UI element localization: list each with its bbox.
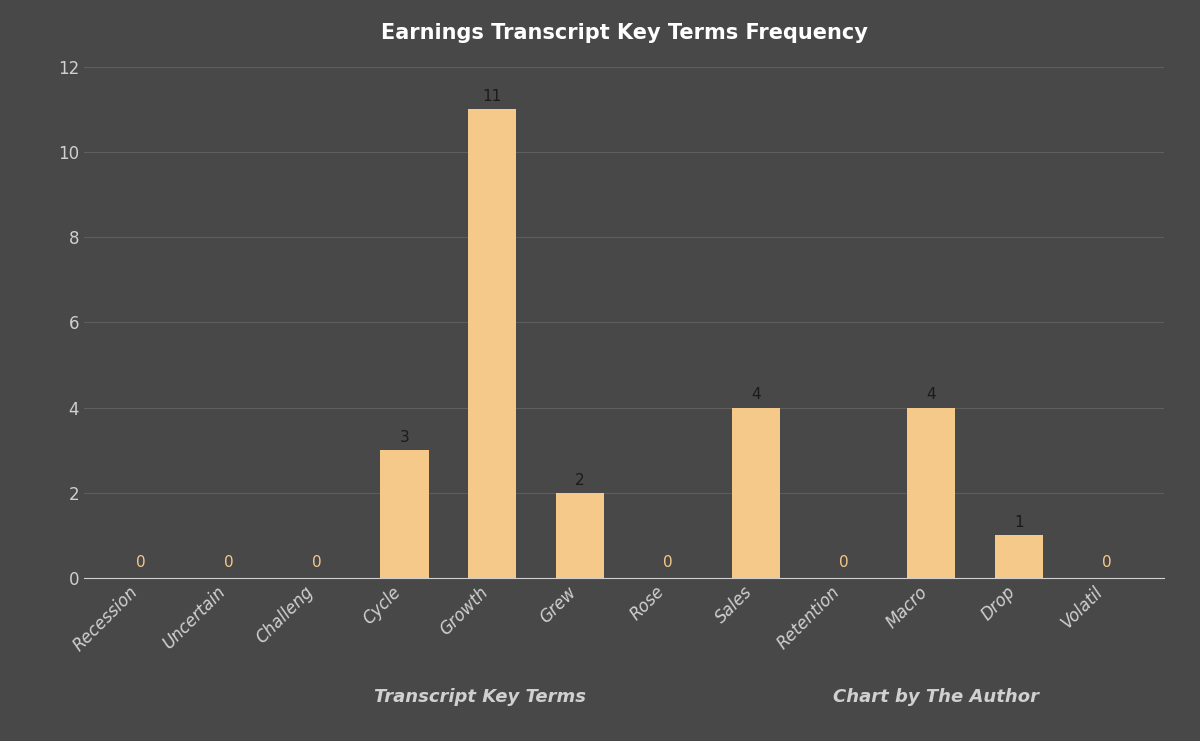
Text: 4: 4	[751, 388, 761, 402]
Text: Transcript Key Terms: Transcript Key Terms	[374, 688, 586, 705]
Text: 0: 0	[224, 555, 234, 571]
Text: 1: 1	[1014, 515, 1024, 531]
Text: 4: 4	[926, 388, 936, 402]
Text: 11: 11	[482, 89, 502, 104]
Bar	[732, 408, 780, 578]
Bar	[556, 493, 605, 578]
Bar	[995, 535, 1043, 578]
Text: 0: 0	[664, 555, 673, 571]
Bar	[907, 408, 955, 578]
Text: 0: 0	[839, 555, 848, 571]
Text: 2: 2	[575, 473, 584, 488]
Text: 0: 0	[1102, 555, 1111, 571]
Text: 0: 0	[312, 555, 322, 571]
Bar	[380, 451, 428, 578]
Title: Earnings Transcript Key Terms Frequency: Earnings Transcript Key Terms Frequency	[380, 23, 868, 43]
Text: 3: 3	[400, 430, 409, 445]
Bar	[468, 110, 516, 578]
Text: Chart by The Author: Chart by The Author	[833, 688, 1039, 705]
Text: 0: 0	[137, 555, 146, 571]
